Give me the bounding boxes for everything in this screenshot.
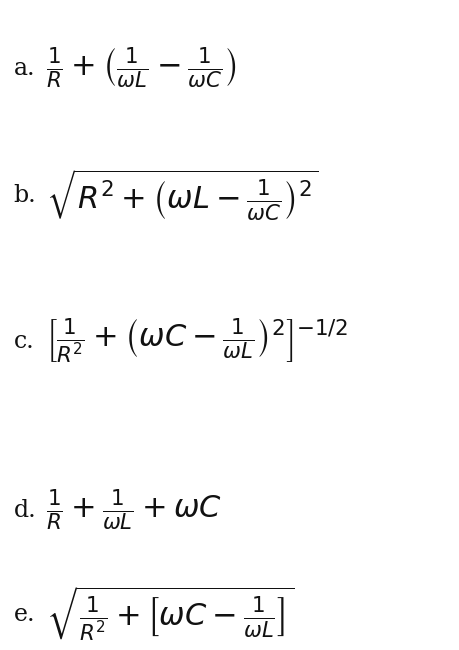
Text: $\left[ \frac{1}{R^2} + \left( \omega C - \frac{1}{\omega L} \right)^{2} \right]: $\left[ \frac{1}{R^2} + \left( \omega C …	[46, 317, 347, 366]
Text: $\frac{1}{R} + \left( \frac{1}{\omega L} - \frac{1}{\omega C} \right)$: $\frac{1}{R} + \left( \frac{1}{\omega L}…	[46, 46, 236, 91]
Text: $\sqrt{\frac{1}{R^2} + \left[ \omega C - \frac{1}{\omega L} \right]}$: $\sqrt{\frac{1}{R^2} + \left[ \omega C -…	[46, 585, 294, 644]
Text: $\frac{1}{R} + \frac{1}{\omega L} + \omega C$: $\frac{1}{R} + \frac{1}{\omega L} + \ome…	[46, 488, 221, 533]
Text: b.: b.	[14, 183, 36, 207]
Text: e.: e.	[14, 603, 35, 626]
Text: a.: a.	[14, 57, 35, 80]
Text: $\sqrt{R^2 + \left( \omega L - \frac{1}{\omega C} \right)^{2}}$: $\sqrt{R^2 + \left( \omega L - \frac{1}{…	[46, 167, 318, 223]
Text: d.: d.	[14, 499, 36, 522]
Text: c.: c.	[14, 330, 34, 353]
